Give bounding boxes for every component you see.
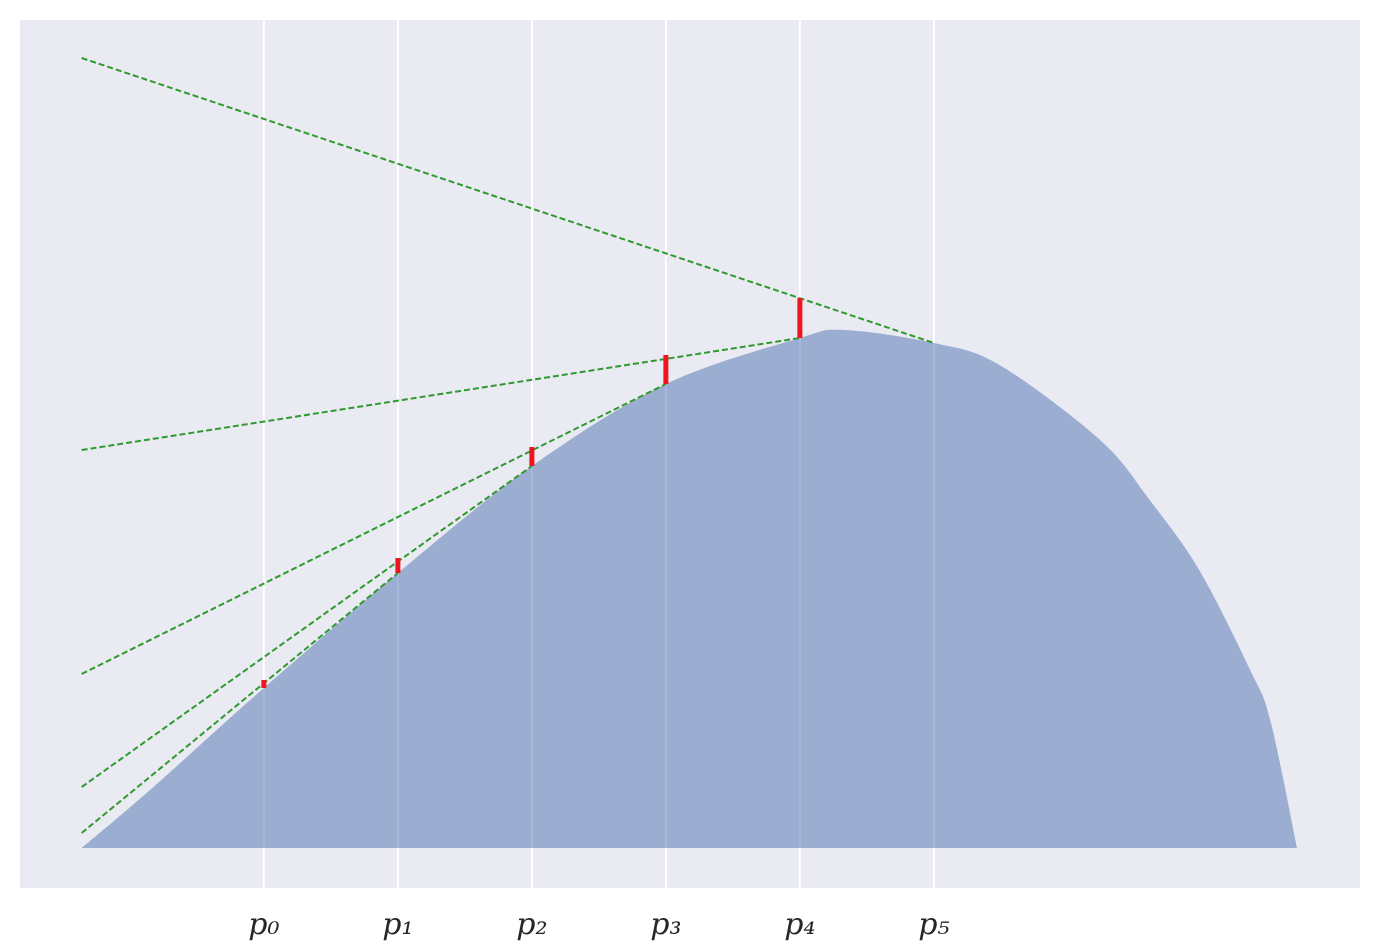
tangent-line bbox=[81, 465, 533, 788]
x-tick-label: p₅ bbox=[918, 907, 949, 942]
tangent-line bbox=[81, 337, 801, 451]
tangent-line bbox=[81, 383, 667, 675]
tangent-line bbox=[81, 57, 935, 344]
area bbox=[81, 329, 1298, 848]
x-tick-label: p₃ bbox=[650, 907, 681, 942]
x-tick-label: p₀ bbox=[248, 907, 279, 942]
x-tick-label: p₁ bbox=[382, 907, 413, 942]
tangent-line bbox=[81, 572, 399, 834]
x-tick-label: p₂ bbox=[516, 907, 547, 942]
x-tick-label: p₄ bbox=[784, 907, 815, 942]
